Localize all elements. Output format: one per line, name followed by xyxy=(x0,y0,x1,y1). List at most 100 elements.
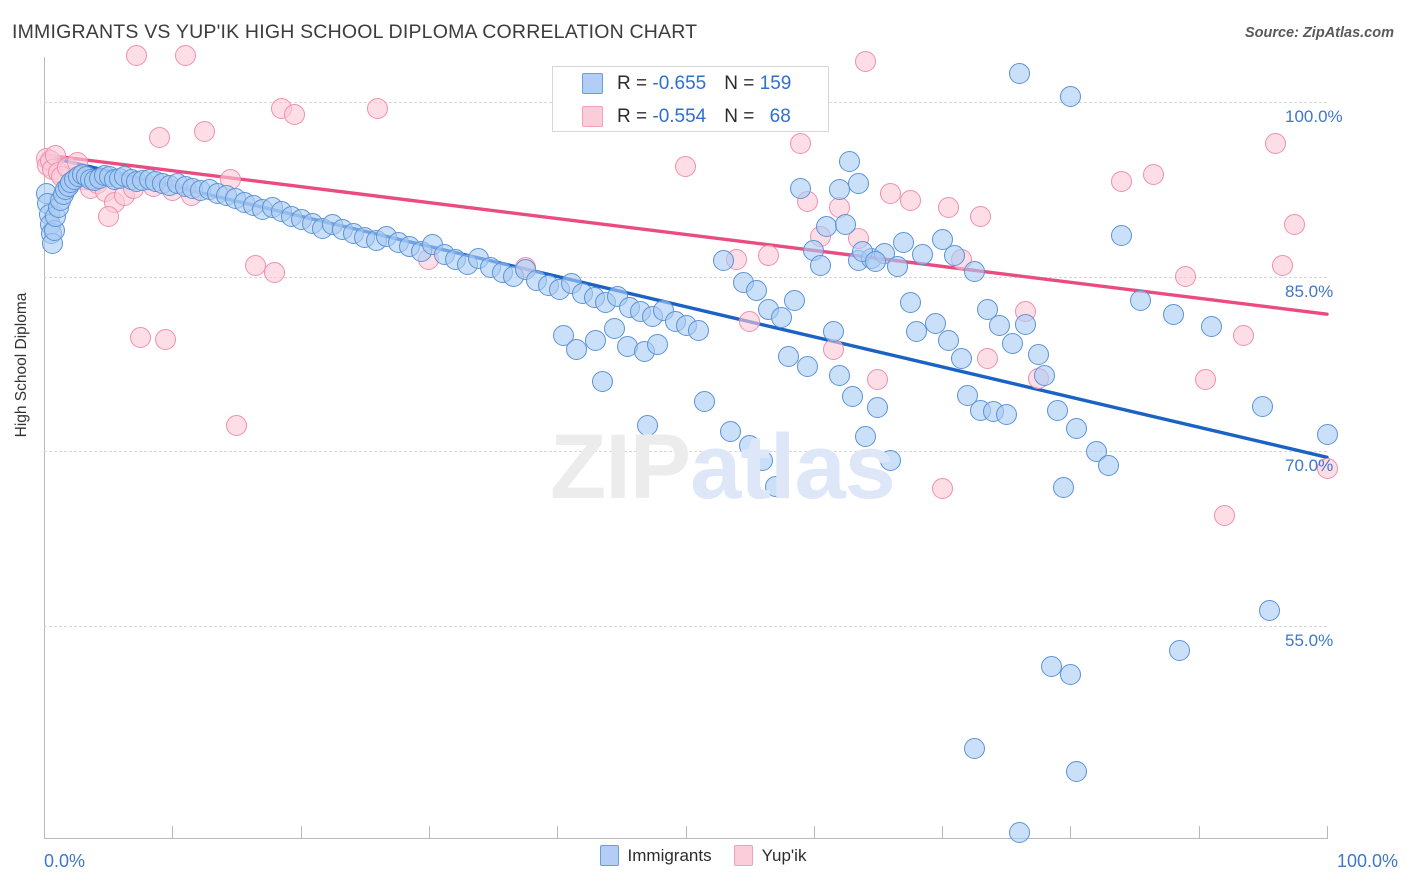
scatter-point-yupik xyxy=(790,132,812,154)
scatter-point-immigrants xyxy=(925,312,947,334)
scatter-point-immigrants xyxy=(822,321,844,343)
plot-area xyxy=(36,45,1338,843)
scatter-point-immigrants xyxy=(1258,600,1280,622)
scatter-point-yupik xyxy=(245,254,267,276)
scatter-point-immigrants xyxy=(976,299,998,321)
x-axis-tick xyxy=(172,826,174,839)
scatter-point-immigrants xyxy=(745,280,767,302)
scatter-point-immigrants xyxy=(899,292,921,314)
scatter-point-yupik xyxy=(1316,458,1338,480)
legend-swatch-immigrants xyxy=(599,845,619,866)
scatter-point-immigrants xyxy=(839,151,861,173)
scatter-point-immigrants xyxy=(784,289,806,311)
x-axis-tick xyxy=(557,826,559,839)
scatter-point-immigrants xyxy=(796,356,818,378)
scatter-point-immigrants xyxy=(828,365,850,387)
stats-r-yupik: R = -0.554 xyxy=(617,105,707,127)
scatter-point-immigrants xyxy=(1316,423,1338,445)
scatter-point-immigrants xyxy=(864,251,886,273)
scatter-point-immigrants xyxy=(848,173,870,195)
scatter-point-immigrants xyxy=(957,385,979,407)
scatter-point-immigrants xyxy=(989,315,1011,337)
scatter-point-immigrants xyxy=(886,255,908,277)
scatter-point-immigrants xyxy=(867,396,889,418)
scatter-point-immigrants xyxy=(905,321,927,343)
scatter-point-immigrants xyxy=(893,231,915,253)
scatter-point-yupik xyxy=(1284,214,1306,236)
scatter-point-yupik xyxy=(174,45,196,67)
scatter-point-immigrants xyxy=(1047,400,1069,422)
scatter-point-yupik xyxy=(1265,132,1287,154)
x-axis-max-label: 100.0% xyxy=(1336,851,1398,871)
stats-n-immigrants: N = 159 xyxy=(724,72,792,94)
scatter-point-yupik xyxy=(283,103,305,125)
stats-row-immigrants: R = -0.655 N = 159 xyxy=(553,67,828,100)
scatter-point-immigrants xyxy=(646,333,668,355)
x-axis-tick xyxy=(1198,826,1200,839)
x-axis-tick xyxy=(942,826,944,839)
y-axis-tick-label: 100.0% xyxy=(1285,107,1343,127)
scatter-point-immigrants xyxy=(1002,332,1024,354)
scatter-point-immigrants xyxy=(963,260,985,282)
legend-entry-yupik[interactable]: Yup'ik xyxy=(733,845,806,866)
scatter-point-yupik xyxy=(1213,504,1235,526)
scatter-point-immigrants xyxy=(1059,86,1081,108)
scatter-point-immigrants xyxy=(604,317,626,339)
x-axis-min-label: 0.0% xyxy=(44,851,86,871)
scatter-point-immigrants xyxy=(1252,395,1274,417)
scatter-point-immigrants xyxy=(963,737,985,759)
x-axis-tick xyxy=(428,826,430,839)
y-axis-title-label: High School Diploma xyxy=(13,292,30,438)
scatter-point-immigrants xyxy=(950,347,972,369)
scatter-point-yupik xyxy=(193,120,215,142)
scatter-point-immigrants xyxy=(764,475,786,497)
scatter-point-immigrants xyxy=(854,425,876,447)
scatter-point-yupik xyxy=(367,97,389,119)
source-attribution: Source: ZipAtlas.com xyxy=(1244,25,1394,41)
scatter-point-immigrants xyxy=(816,216,838,238)
scatter-point-yupik xyxy=(976,347,998,369)
stats-swatch-immigrants xyxy=(582,73,603,94)
scatter-point-yupik xyxy=(739,310,761,332)
scatter-point-immigrants xyxy=(944,245,966,267)
scatter-point-immigrants xyxy=(591,371,613,393)
scatter-point-yupik xyxy=(155,329,177,351)
scatter-point-immigrants xyxy=(751,450,773,472)
scatter-point-yupik xyxy=(899,189,921,211)
scatter-point-immigrants xyxy=(835,214,857,236)
scatter-point-immigrants xyxy=(1008,62,1030,84)
scatter-point-yupik xyxy=(1271,254,1293,276)
scatter-point-immigrants xyxy=(739,435,761,457)
stats-row-yupik: R = -0.554 N = 68 xyxy=(553,100,828,133)
scatter-point-immigrants xyxy=(636,415,658,437)
scatter-point-yupik xyxy=(1175,266,1197,288)
scatter-point-immigrants xyxy=(694,390,716,412)
x-axis-tick xyxy=(1070,826,1072,839)
scatter-point-immigrants xyxy=(1034,365,1056,387)
scatter-point-immigrants xyxy=(553,324,575,346)
gridline xyxy=(44,626,1327,628)
scatter-point-yupik xyxy=(225,415,247,437)
x-axis-tick xyxy=(685,826,687,839)
legend-entry-immigrants[interactable]: Immigrants xyxy=(599,845,712,866)
scatter-point-immigrants xyxy=(1162,303,1184,325)
x-axis-tick xyxy=(1327,826,1328,839)
scatter-point-immigrants xyxy=(841,386,863,408)
scatter-point-yupik xyxy=(931,478,953,500)
scatter-point-yupik xyxy=(1233,324,1255,346)
scatter-point-yupik xyxy=(938,196,959,218)
scatter-point-immigrants xyxy=(565,338,587,360)
legend-swatch-yupik xyxy=(733,845,753,866)
x-axis-tick xyxy=(44,826,45,839)
scatter-point-immigrants xyxy=(1040,656,1062,678)
scatter-point-immigrants xyxy=(1168,639,1190,661)
scatter-point-yupik xyxy=(1194,368,1216,390)
y-axis-tick-label: 55.0% xyxy=(1285,631,1334,651)
scatter-point-yupik xyxy=(970,205,992,227)
scatter-point-yupik xyxy=(1111,171,1133,192)
scatter-point-yupik xyxy=(675,155,696,177)
scatter-point-yupik xyxy=(1143,164,1165,186)
scatter-point-immigrants xyxy=(1066,417,1088,439)
scatter-point-immigrants xyxy=(719,421,741,443)
